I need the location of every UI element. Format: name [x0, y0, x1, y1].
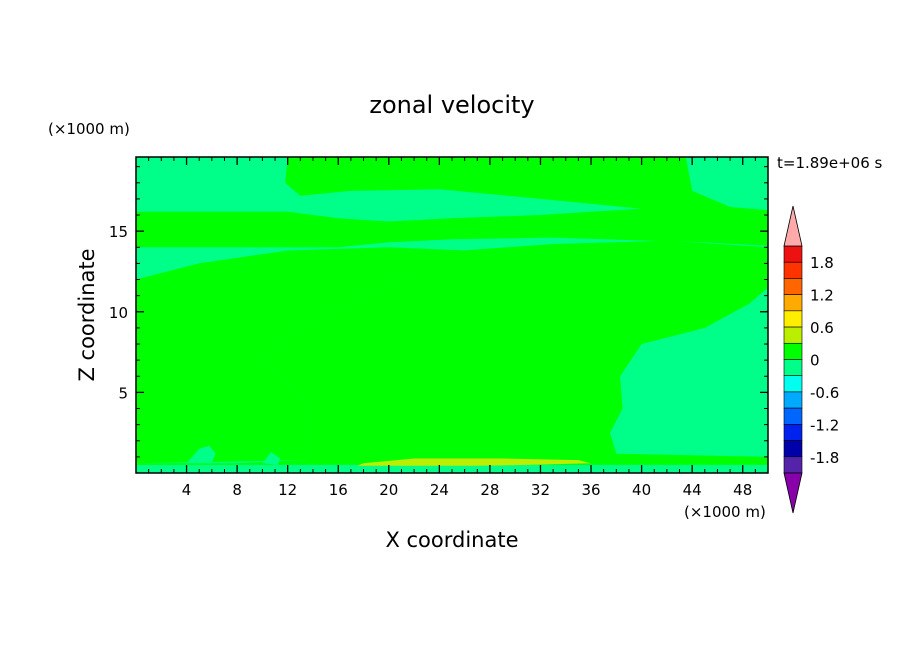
- x-tick-label: 40: [632, 481, 651, 499]
- colorbar-level-3: [783, 294, 803, 312]
- colorbar-tick-label: 1.2: [810, 287, 834, 305]
- colorbar-level-8: [783, 375, 803, 393]
- x-tick-label: 36: [581, 481, 600, 499]
- field-region-7: [186, 445, 216, 464]
- colorbar-level-1: [783, 261, 803, 279]
- contour-field: [136, 157, 768, 473]
- x-axis: 4 8 12 16 20 24 28 32 36 40 44 48: [148, 157, 756, 499]
- colorbar-over-triangle: [783, 205, 803, 247]
- colorbar-level-2: [783, 278, 803, 295]
- colorbar-level-0: [783, 245, 803, 263]
- x-axis-label: X coordinate: [385, 528, 518, 552]
- x-tick-label: 12: [278, 481, 297, 499]
- y-tick-label: 10: [109, 304, 128, 322]
- x-tick-label: 20: [379, 481, 398, 499]
- y-tick-label: 15: [109, 223, 128, 241]
- colorbar-tick-label: 0.6: [810, 319, 834, 337]
- y-tick-label: 5: [118, 384, 128, 402]
- x-tick-label: 8: [232, 481, 242, 499]
- time-label: t=1.89e+06 s: [777, 154, 883, 172]
- x-tick-label: 48: [733, 481, 752, 499]
- field-region-4: [287, 223, 415, 236]
- x-tick-label: 24: [430, 481, 449, 499]
- field-region-8: [262, 452, 281, 465]
- x-tick-label: 44: [683, 481, 702, 499]
- colorbar-level-10: [783, 407, 803, 425]
- colorbar-level-4: [783, 310, 803, 328]
- field-region-6: [136, 465, 768, 469]
- x-tick-label: 28: [480, 481, 499, 499]
- colorbar-tick-label: -1.2: [810, 416, 839, 434]
- field-region-0: [136, 240, 768, 465]
- x-axis-unit: (×1000 m): [684, 503, 766, 521]
- colorbar-level-7: [783, 359, 803, 377]
- colorbar-level-12: [783, 440, 803, 458]
- colorbar-tick-label: 0: [810, 352, 820, 370]
- y-axis-unit: (×1000 m): [48, 120, 130, 138]
- colorbar: 1.8 1.2 0.6 0 -0.6 -1.2 -1.8: [783, 205, 839, 514]
- colorbar-level-13: [783, 456, 803, 474]
- colorbar-level-5: [783, 326, 803, 344]
- colorbar-under-triangle: [783, 472, 803, 514]
- y-axis: 5 10 15: [109, 166, 768, 458]
- colorbar-tick-label: -1.8: [810, 449, 839, 467]
- chart-title: zonal velocity: [369, 91, 534, 119]
- colorbar-level-11: [783, 424, 803, 441]
- colorbar-tick-label: 1.8: [810, 254, 834, 272]
- x-tick-label: 32: [531, 481, 550, 499]
- colorbar-tick-label: -0.6: [810, 384, 839, 402]
- x-tick-label: 4: [182, 481, 192, 499]
- y-axis-label: Z coordinate: [75, 248, 99, 381]
- x-tick-label: 16: [329, 481, 348, 499]
- field-region-3: [136, 157, 768, 248]
- colorbar-level-6: [783, 342, 803, 360]
- colorbar-level-9: [783, 391, 803, 409]
- field-region-2: [136, 240, 768, 464]
